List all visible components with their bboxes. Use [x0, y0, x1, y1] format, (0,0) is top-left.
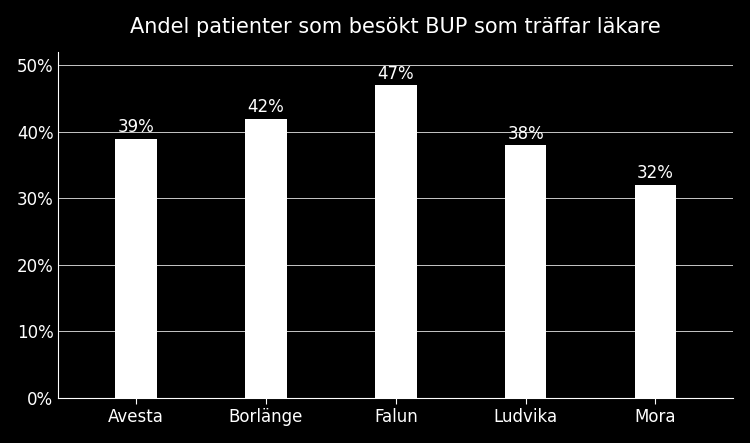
- Bar: [245, 119, 286, 398]
- Title: Andel patienter som besökt BUP som träffar läkare: Andel patienter som besökt BUP som träff…: [130, 17, 662, 37]
- Text: 39%: 39%: [118, 118, 154, 136]
- Bar: [634, 185, 676, 398]
- Text: 42%: 42%: [248, 98, 284, 116]
- Bar: [116, 139, 157, 398]
- Text: 47%: 47%: [377, 65, 414, 83]
- Bar: [505, 145, 547, 398]
- Bar: [375, 85, 416, 398]
- Text: 32%: 32%: [637, 164, 674, 183]
- Text: 38%: 38%: [507, 124, 544, 143]
